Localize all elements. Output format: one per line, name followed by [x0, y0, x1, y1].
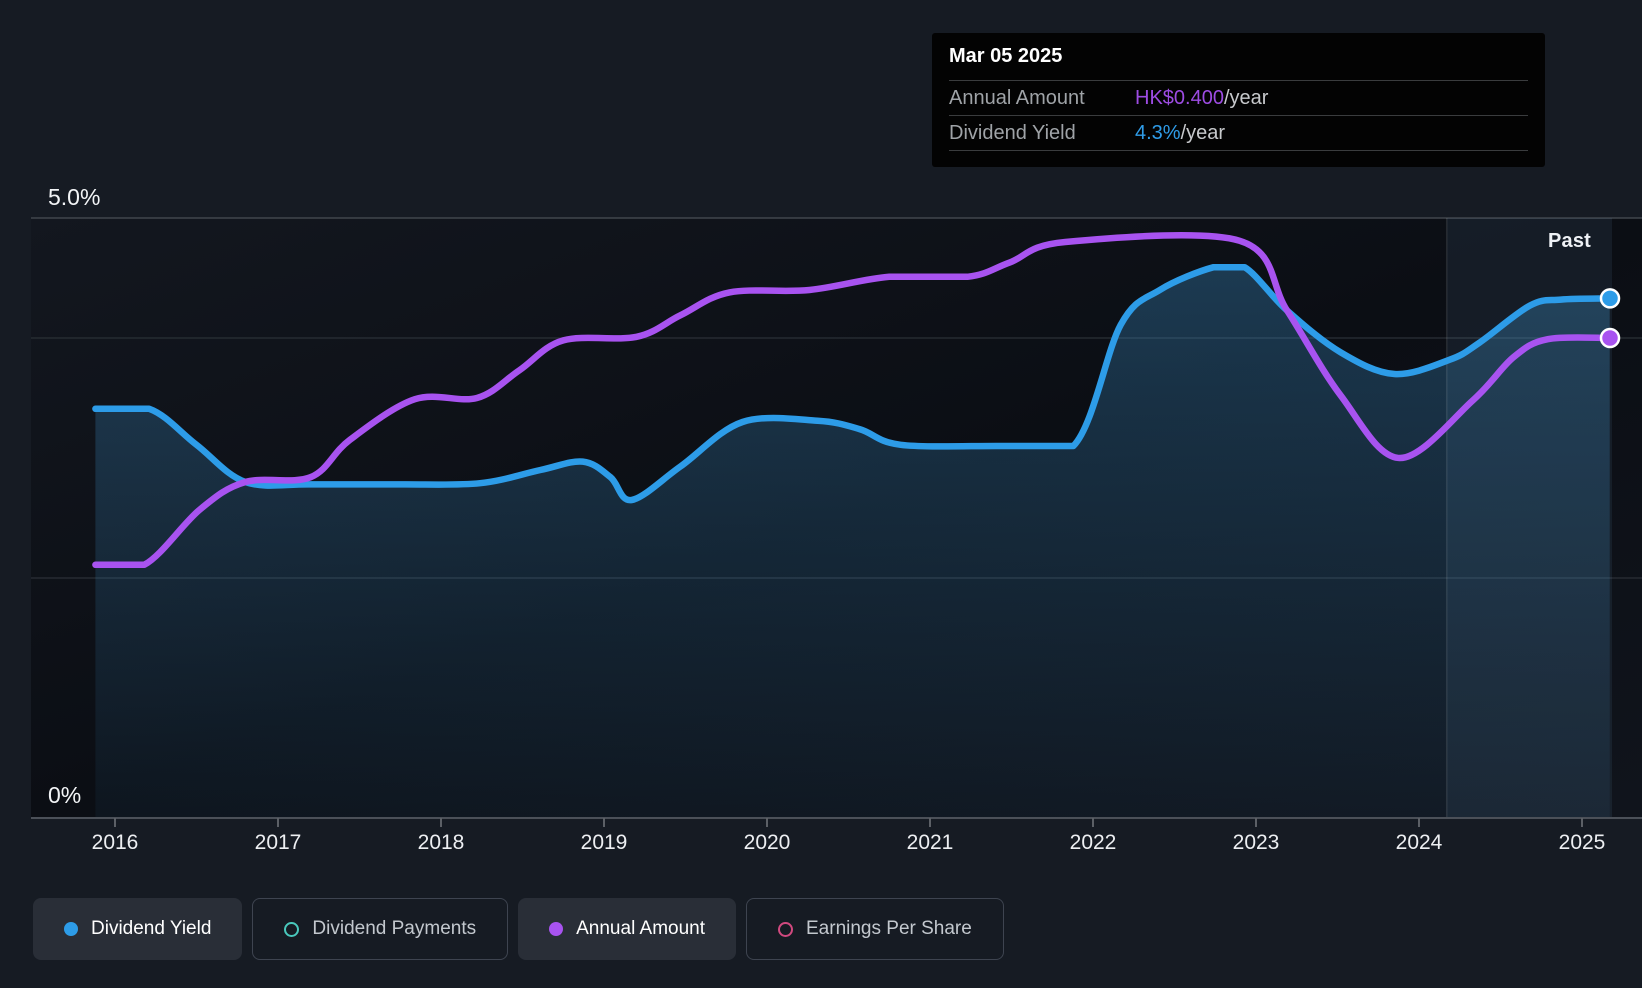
past-band [1446, 218, 1612, 818]
legend-item-annual-amount[interactable]: Annual Amount [518, 898, 736, 960]
legend-item-dividend-yield[interactable]: Dividend Yield [33, 898, 243, 960]
tooltip-row-dividend-yield: Dividend Yield 4.3%/year [949, 115, 1528, 150]
dividend-yield-fill [95, 267, 1610, 818]
tooltip-row-value: 4.3% [1135, 121, 1181, 144]
x-axis-label-2017: 2017 [254, 831, 302, 854]
tooltip-date: Mar 05 2025 [949, 45, 1063, 67]
x-axis-label-2021: 2021 [906, 831, 954, 854]
tooltip-row-label: Dividend Yield [949, 121, 1076, 144]
legend-item-label: Dividend Payments [312, 918, 477, 939]
tooltip-row-label: Annual Amount [949, 86, 1085, 109]
dividend-yield-line [92, 263, 1613, 504]
chart-tooltip: Mar 05 2025 Annual Amount HK$0.400/year Di… [932, 33, 1545, 167]
tooltip-row-suffix: /year [1223, 86, 1269, 109]
annual-amount-endpoint-dot [1599, 327, 1621, 349]
chart-legend: Dividend Yield Dividend Payments Annual Am… [33, 898, 1004, 960]
dividend-payments-swatch-icon [284, 921, 300, 937]
y-axis-label-max: 5.0% [48, 184, 101, 210]
legend-item-earnings-per-share[interactable]: Earnings Per Share [746, 898, 1004, 960]
legend-item-label: Dividend Yield [91, 918, 212, 939]
legend-item-label: Annual Amount [576, 918, 705, 939]
annual-amount-swatch-icon [549, 922, 564, 936]
tooltip-row-value: HK$0.400 [1135, 86, 1224, 109]
tooltip-row-suffix: /year [1180, 121, 1226, 144]
x-axis-label-2016: 2016 [91, 831, 139, 854]
dividend-yield-endpoint-dot [1599, 288, 1621, 309]
tooltip-row-annual-amount: Annual Amount HK$0.400/year [949, 80, 1528, 115]
legend-item-dividend-payments[interactable]: Dividend Payments [252, 898, 509, 960]
x-axis-label-2018: 2018 [417, 831, 465, 854]
y-axis-label-zero: 0% [48, 782, 82, 808]
x-axis-label-2020: 2020 [743, 831, 791, 854]
chart-canvas [31, 217, 1642, 827]
tooltip-divider [949, 150, 1528, 151]
past-label: Past [1548, 230, 1592, 252]
dividend-yield-swatch-icon [64, 922, 78, 936]
x-axis-label-2022: 2022 [1069, 831, 1117, 854]
x-axis-label-2023: 2023 [1232, 831, 1280, 854]
x-axis-label-2024: 2024 [1395, 831, 1443, 854]
x-axis-label-2019: 2019 [580, 831, 628, 854]
earnings-per-share-swatch-icon [778, 921, 793, 937]
x-axis-label-2025: 2025 [1558, 831, 1606, 854]
annual-amount-line [92, 231, 1613, 569]
legend-item-label: Earnings Per Share [806, 918, 972, 939]
